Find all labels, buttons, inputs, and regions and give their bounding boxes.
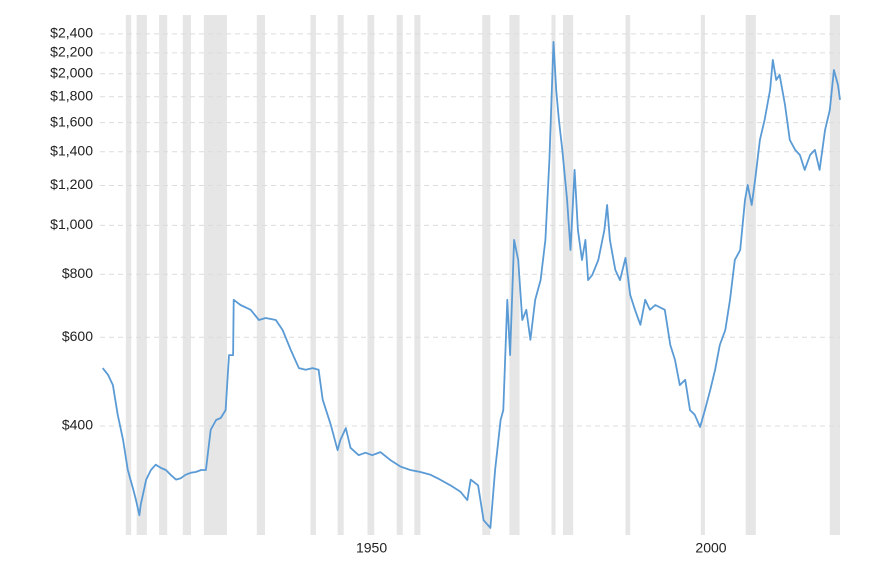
recession-band <box>136 15 147 535</box>
recession-band <box>482 15 491 535</box>
recession-band <box>563 15 574 535</box>
recession-band <box>159 15 168 535</box>
recession-band <box>310 15 316 535</box>
y-tick-label: $800 <box>62 265 93 281</box>
recession-band <box>396 15 403 535</box>
recession-band <box>551 15 556 535</box>
recession-band <box>367 15 375 535</box>
x-tick-label: 2000 <box>695 540 726 556</box>
y-tick-label: $1,400 <box>50 143 93 159</box>
y-tick-label: $1,000 <box>50 216 93 232</box>
recession-band <box>509 15 520 535</box>
recession-band <box>700 15 705 535</box>
y-tick-label: $2,000 <box>50 64 93 80</box>
y-tick-label: $2,400 <box>50 25 93 41</box>
recession-band <box>745 15 756 535</box>
recession-band <box>182 15 191 535</box>
recession-band <box>125 15 132 535</box>
y-tick-label: $1,800 <box>50 88 93 104</box>
recession-band <box>203 15 227 535</box>
recession-band <box>414 15 421 535</box>
y-tick-label: $600 <box>62 328 93 344</box>
y-tick-label: $1,200 <box>50 176 93 192</box>
y-tick-label: $400 <box>62 417 93 433</box>
x-tick-label: 1950 <box>356 540 387 556</box>
y-tick-label: $2,200 <box>50 44 93 60</box>
recession-band <box>256 15 265 535</box>
price-line <box>101 41 841 529</box>
y-tick-label: $1,600 <box>50 113 93 129</box>
recession-band <box>337 15 344 535</box>
recession-band <box>829 15 840 535</box>
